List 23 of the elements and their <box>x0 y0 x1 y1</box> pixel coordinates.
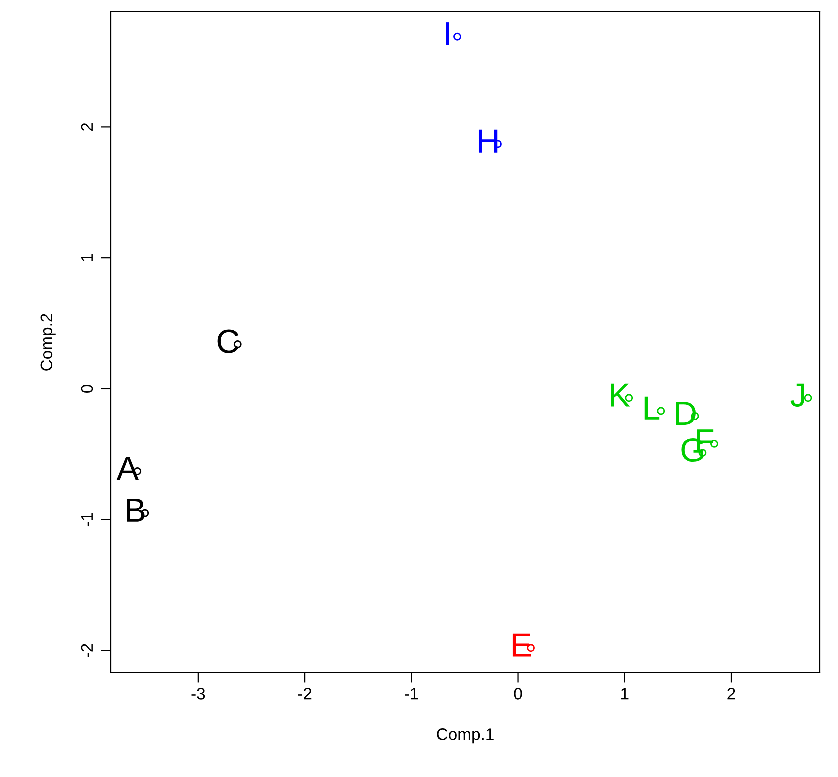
x-tick-label: 1 <box>622 688 629 700</box>
y-tick-label: -1 <box>81 513 93 527</box>
y-tick-label: 1 <box>81 254 93 262</box>
x-tick-label: 2 <box>728 688 736 700</box>
data-label: J <box>790 384 804 408</box>
data-label: E <box>512 634 532 657</box>
y-tick-label: -2 <box>81 644 93 658</box>
y-tick-label: 0 <box>81 384 94 393</box>
data-label: A <box>116 457 139 480</box>
x-tick-label: -3 <box>192 688 206 700</box>
data-label: H <box>478 130 498 153</box>
data-label: I <box>446 22 450 46</box>
x-axis-title: Comp.1 <box>437 728 494 744</box>
data-label: B <box>127 499 145 522</box>
data-label: D <box>676 402 696 426</box>
data-label: C <box>218 330 239 354</box>
y-axis-title: Comp.2 <box>40 314 56 371</box>
x-tick-label: -1 <box>404 688 418 700</box>
x-tick-label: -2 <box>298 688 312 700</box>
x-tick-label: 0 <box>514 688 522 700</box>
data-label: K <box>611 384 630 407</box>
y-tick-label: 2 <box>81 123 93 131</box>
data-label: L <box>644 396 660 420</box>
